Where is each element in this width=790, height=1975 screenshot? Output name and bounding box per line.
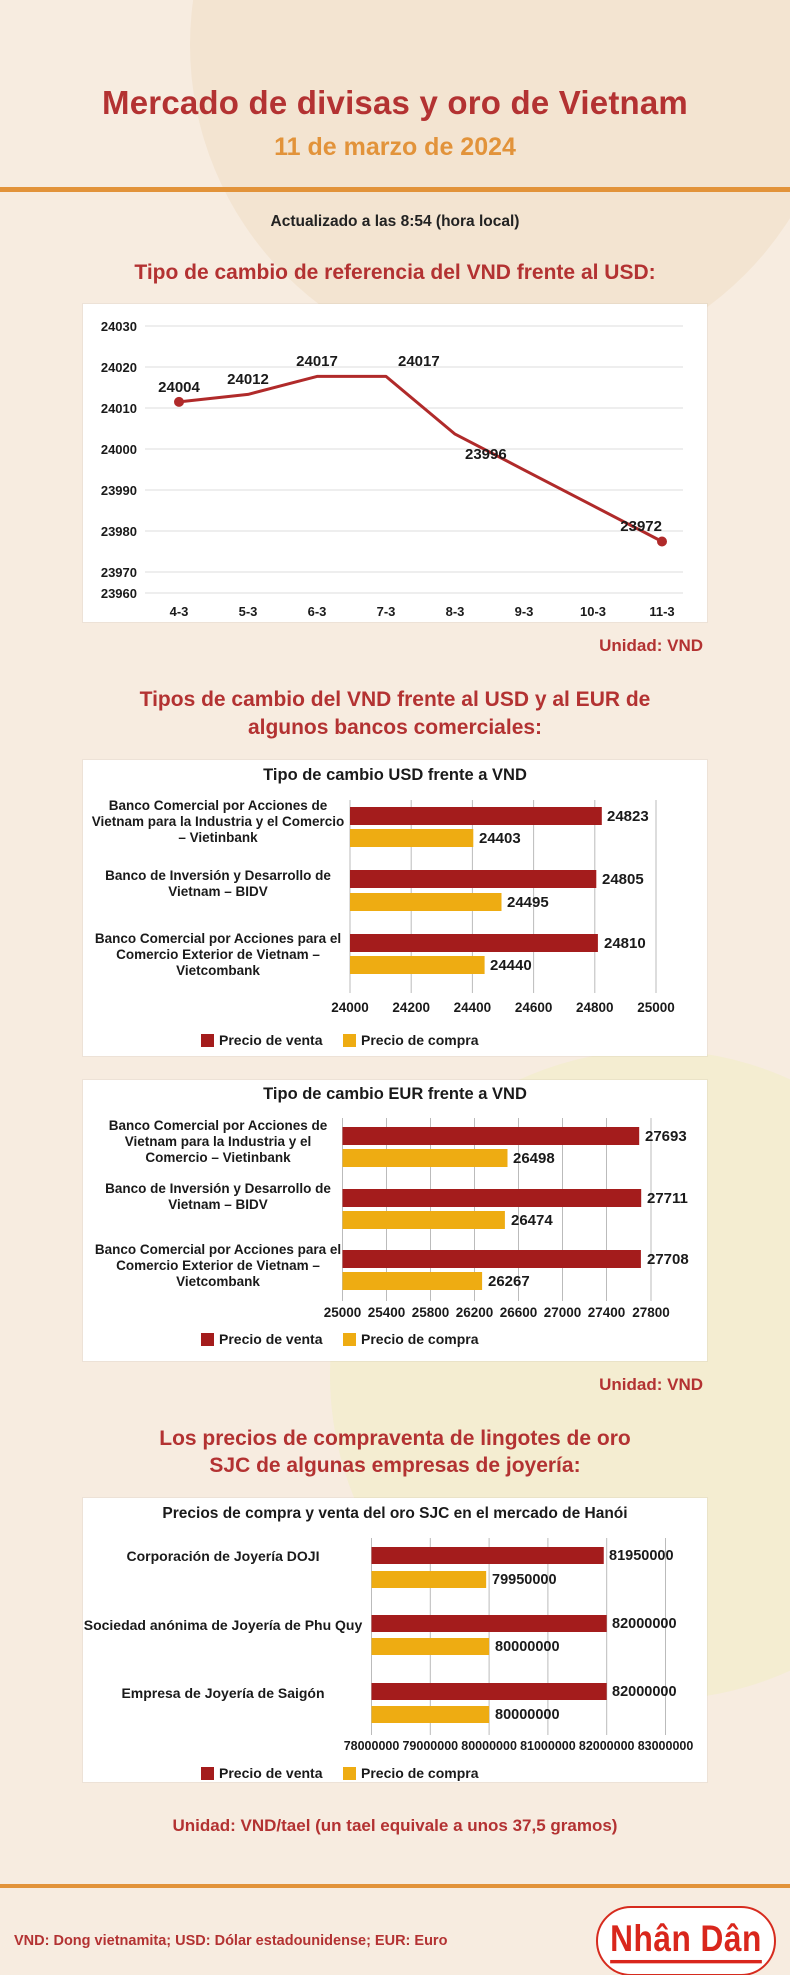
svg-text:5-3: 5-3 (239, 604, 258, 619)
svg-text:Vietnam – BIDV: Vietnam – BIDV (168, 884, 268, 899)
svg-text:24200: 24200 (392, 1000, 430, 1015)
svg-text:8-3: 8-3 (446, 604, 465, 619)
svg-text:27711: 27711 (647, 1190, 688, 1207)
svg-text:Empresa de Joyería de Saigón: Empresa de Joyería de Saigón (121, 1685, 324, 1701)
svg-text:80000000: 80000000 (461, 1739, 517, 1753)
svg-text:24010: 24010 (101, 401, 137, 416)
svg-text:– Vietinbank: – Vietinbank (178, 830, 258, 845)
svg-text:24823: 24823 (607, 808, 649, 825)
svg-text:80000000: 80000000 (495, 1707, 560, 1723)
svg-text:24012: 24012 (227, 371, 269, 388)
svg-text:Comercio – Vietinbank: Comercio – Vietinbank (145, 1150, 291, 1165)
svg-text:23980: 23980 (101, 524, 137, 539)
svg-text:Corporación de Joyería DOJI: Corporación de Joyería DOJI (127, 1548, 320, 1564)
svg-text:7-3: 7-3 (377, 604, 396, 619)
svg-text:Precios de compra y venta del: Precios de compra y venta del oro SJC en… (162, 1505, 627, 1522)
svg-text:24400: 24400 (454, 1000, 492, 1015)
svg-text:82000000: 82000000 (612, 1684, 677, 1700)
svg-text:83000000: 83000000 (638, 1739, 694, 1753)
svg-text:Tipo de cambio EUR frente a VN: Tipo de cambio EUR frente a VND (263, 1085, 527, 1103)
svg-text:26498: 26498 (513, 1150, 555, 1167)
svg-text:24810: 24810 (604, 935, 646, 952)
svg-text:24020: 24020 (101, 360, 137, 375)
svg-text:26474: 26474 (511, 1212, 553, 1229)
svg-text:Precio de venta: Precio de venta (219, 1032, 323, 1048)
svg-text:26200: 26200 (456, 1305, 494, 1320)
svg-text:Sociedad anónima de Joyería de: Sociedad anónima de Joyería de Phu Quy (84, 1617, 363, 1633)
svg-text:25400: 25400 (368, 1305, 406, 1320)
svg-text:27400: 27400 (588, 1305, 626, 1320)
svg-text:80000000: 80000000 (495, 1639, 560, 1655)
svg-text:Tipo de cambio USD frente a VN: Tipo de cambio USD frente a VND (263, 766, 527, 784)
svg-text:Precio de compra: Precio de compra (361, 1765, 479, 1781)
svg-text:Comercio Exterior de Vietnam –: Comercio Exterior de Vietnam – (116, 1258, 320, 1273)
svg-text:10-3: 10-3 (580, 604, 606, 619)
svg-text:Vietnam para la Industria y el: Vietnam para la Industria y el Comercio (92, 814, 345, 829)
svg-text:23960: 23960 (101, 586, 137, 601)
svg-text:Banco Comercial por Acciones d: Banco Comercial por Acciones de (109, 798, 328, 813)
svg-text:27708: 27708 (647, 1251, 689, 1268)
svg-text:Banco Comercial por Acciones d: Banco Comercial por Acciones de (109, 1118, 328, 1133)
svg-text:Banco Comercial por Acciones p: Banco Comercial por Acciones para el (95, 1242, 341, 1257)
svg-text:6-3: 6-3 (308, 604, 327, 619)
svg-text:25000: 25000 (637, 1000, 675, 1015)
svg-text:24805: 24805 (602, 871, 644, 888)
svg-text:Vietcombank: Vietcombank (176, 963, 260, 978)
svg-text:Banco de Inversión y Desarroll: Banco de Inversión y Desarrollo de (105, 1181, 331, 1196)
svg-text:24600: 24600 (515, 1000, 553, 1015)
svg-text:23970: 23970 (101, 565, 137, 580)
svg-text:27000: 27000 (544, 1305, 582, 1320)
svg-text:Precio de compra: Precio de compra (361, 1331, 479, 1347)
svg-text:25800: 25800 (412, 1305, 450, 1320)
svg-text:24000: 24000 (331, 1000, 369, 1015)
svg-text:24403: 24403 (479, 830, 521, 847)
svg-text:81950000: 81950000 (609, 1548, 674, 1564)
svg-text:24800: 24800 (576, 1000, 614, 1015)
svg-text:27800: 27800 (632, 1305, 670, 1320)
svg-text:23996: 23996 (465, 446, 507, 463)
svg-text:Banco de Inversión y Desarroll: Banco de Inversión y Desarrollo de (105, 868, 331, 883)
svg-text:Comercio Exterior de Vietnam –: Comercio Exterior de Vietnam – (116, 947, 320, 962)
svg-text:24030: 24030 (101, 319, 137, 334)
svg-text:82000000: 82000000 (579, 1739, 635, 1753)
svg-text:78000000: 78000000 (344, 1739, 400, 1753)
svg-text:Precio de venta: Precio de venta (219, 1331, 323, 1347)
svg-text:79000000: 79000000 (402, 1739, 458, 1753)
svg-text:Vietcombank: Vietcombank (176, 1274, 260, 1289)
svg-text:26600: 26600 (500, 1305, 538, 1320)
svg-text:24004: 24004 (158, 379, 200, 396)
svg-text:Banco Comercial por Acciones p: Banco Comercial por Acciones para el (95, 931, 341, 946)
svg-text:24017: 24017 (398, 353, 440, 370)
svg-text:24440: 24440 (490, 957, 532, 974)
svg-text:9-3: 9-3 (515, 604, 534, 619)
svg-text:79950000: 79950000 (492, 1572, 557, 1588)
svg-text:23972: 23972 (620, 518, 662, 535)
svg-text:Precio de venta: Precio de venta (219, 1765, 323, 1781)
svg-text:27693: 27693 (645, 1128, 687, 1145)
svg-text:23990: 23990 (101, 483, 137, 498)
svg-text:24000: 24000 (101, 442, 137, 457)
svg-text:Vietnam – BIDV: Vietnam – BIDV (168, 1197, 268, 1212)
svg-text:11-3: 11-3 (649, 604, 674, 619)
svg-text:82000000: 82000000 (612, 1616, 677, 1632)
svg-text:81000000: 81000000 (520, 1739, 576, 1753)
svg-text:25000: 25000 (324, 1305, 362, 1320)
svg-text:24017: 24017 (296, 353, 338, 370)
svg-text:26267: 26267 (488, 1273, 530, 1290)
svg-text:Vietnam para la Industria y el: Vietnam para la Industria y el (125, 1134, 312, 1149)
svg-text:Precio de compra: Precio de compra (361, 1032, 479, 1048)
svg-text:4-3: 4-3 (170, 604, 189, 619)
svg-text:24495: 24495 (507, 894, 549, 911)
